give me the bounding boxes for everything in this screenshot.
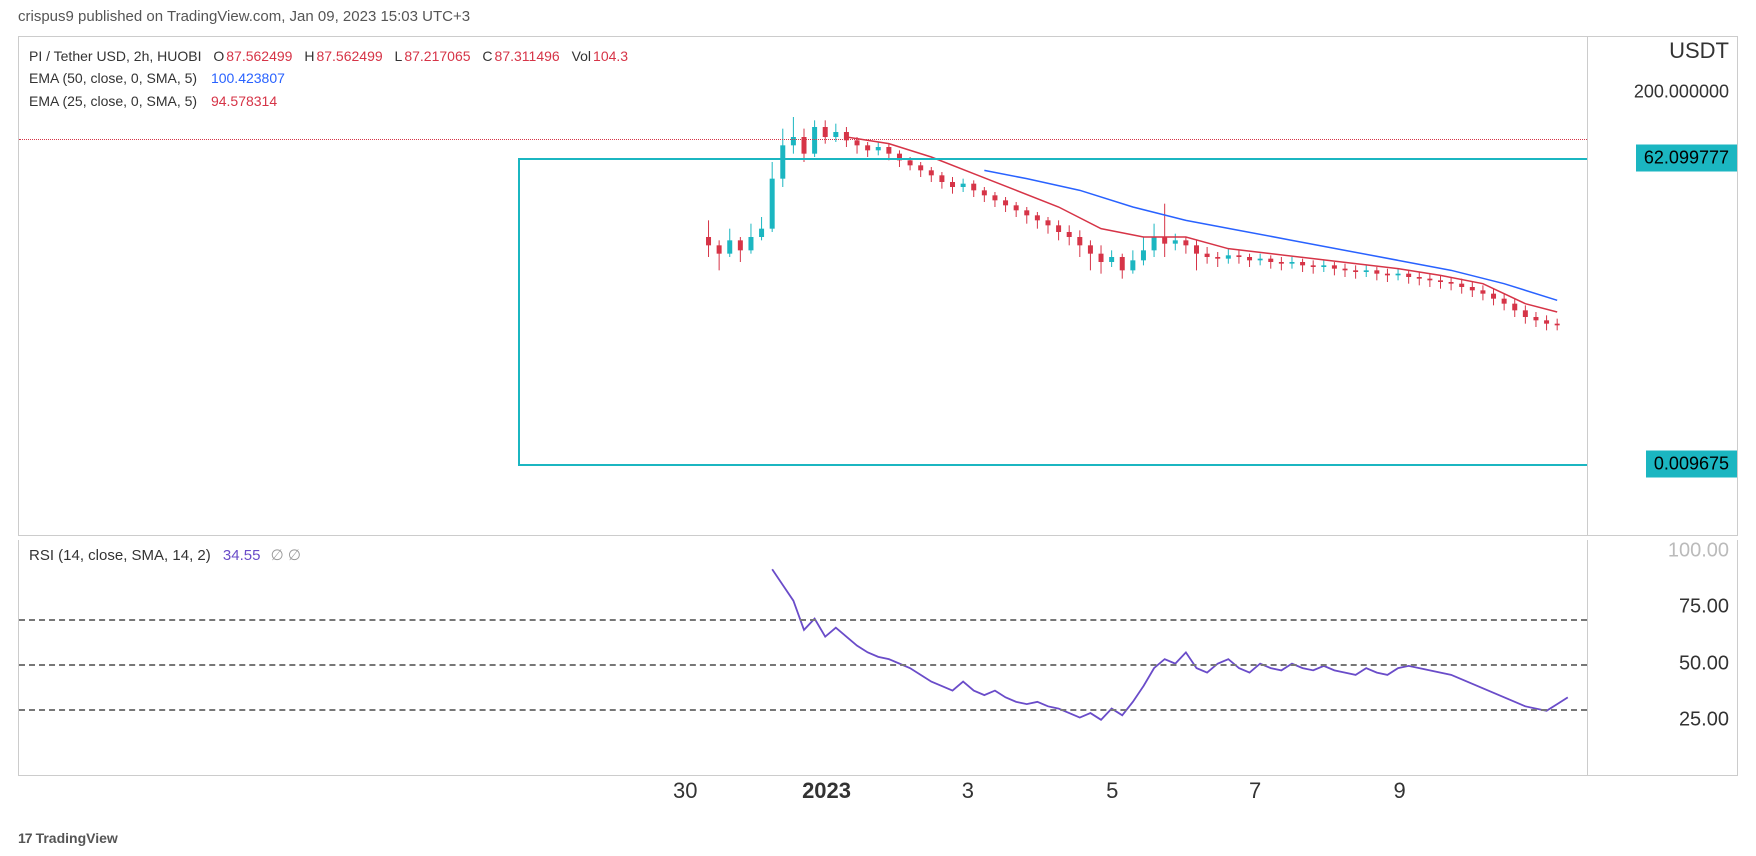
published-header: crispus9 published on TradingView.com, J…: [18, 8, 470, 25]
rsi-legend: RSI (14, close, SMA, 14, 2) 34.55 ∅ ∅: [29, 546, 301, 564]
close-ref-line: [19, 139, 1587, 140]
y-label-200: 200.000000: [1634, 81, 1729, 102]
x-label: 7: [1249, 778, 1261, 804]
rsi-value: 34.55: [223, 547, 261, 564]
ohlc-h-label: H: [304, 48, 314, 64]
rsi-ylabel: 25.00: [1679, 708, 1729, 731]
ohlc-c-label: C: [482, 48, 492, 64]
rsi-chart-svg: [19, 540, 1589, 776]
rsi-pane[interactable]: RSI (14, close, SMA, 14, 2) 34.55 ∅ ∅ 10…: [18, 540, 1738, 776]
rsi-plot-area[interactable]: [19, 540, 1587, 775]
rsi-y-axis: 100.00 75.00 50.00 25.00: [1587, 540, 1737, 775]
rsi-band-50: [19, 664, 1587, 666]
rsi-label: RSI (14, close, SMA, 14, 2): [29, 547, 211, 564]
x-label: 3: [962, 778, 974, 804]
x-label: 30: [673, 778, 697, 804]
vol-label: Vol: [572, 48, 591, 64]
ohlc-c: 87.311496: [495, 48, 560, 64]
ema25-value: 94.578314: [211, 93, 277, 109]
ema50-label: EMA (50, close, 0, SMA, 5): [29, 70, 197, 86]
currency-label: USDT: [1669, 38, 1729, 64]
ohlc-l: 87.217065: [404, 48, 470, 64]
rsi-ylabel: 75.00: [1679, 596, 1729, 619]
ema25-label: EMA (25, close, 0, SMA, 5): [29, 93, 197, 109]
rsi-ylabel: 50.00: [1679, 652, 1729, 675]
price-chart-pane[interactable]: PI / Tether USD, 2h, HUOBI O87.562499 H8…: [18, 36, 1738, 536]
x-label: 5: [1106, 778, 1118, 804]
rsi-band-70: [19, 619, 1587, 621]
vol-value: 104.3: [593, 48, 628, 64]
support-vertical: [518, 158, 520, 465]
tv-brand-text: TradingView: [36, 830, 118, 846]
rsi-marks: ∅ ∅: [271, 547, 301, 564]
price-y-axis: USDT 200.000000 62.099777 0.009675: [1587, 37, 1737, 535]
symbol-label: PI / Tether USD, 2h, HUOBI: [29, 48, 201, 64]
chart-legend: PI / Tether USD, 2h, HUOBI O87.562499 H8…: [29, 45, 630, 112]
tv-logo-icon: 17: [18, 830, 32, 846]
x-label: 9: [1393, 778, 1405, 804]
ohlc-o-label: O: [213, 48, 224, 64]
support-line-top: [518, 158, 1587, 160]
rsi-band-30: [19, 709, 1587, 711]
rsi-ylabel: 100.00: [1668, 540, 1729, 563]
x-label: 2023: [802, 778, 851, 804]
support-line-bottom: [518, 464, 1587, 466]
ohlc-h: 87.562499: [316, 48, 382, 64]
ohlc-l-label: L: [395, 48, 403, 64]
time-x-axis: 30 2023 3 5 7 9: [18, 778, 1588, 818]
ohlc-o: 87.562499: [226, 48, 292, 64]
price-tag: 0.009675: [1646, 451, 1737, 478]
price-tag: 62.099777: [1636, 144, 1737, 171]
ema50-value: 100.423807: [211, 70, 285, 86]
tradingview-watermark: 17TradingView: [18, 830, 118, 846]
